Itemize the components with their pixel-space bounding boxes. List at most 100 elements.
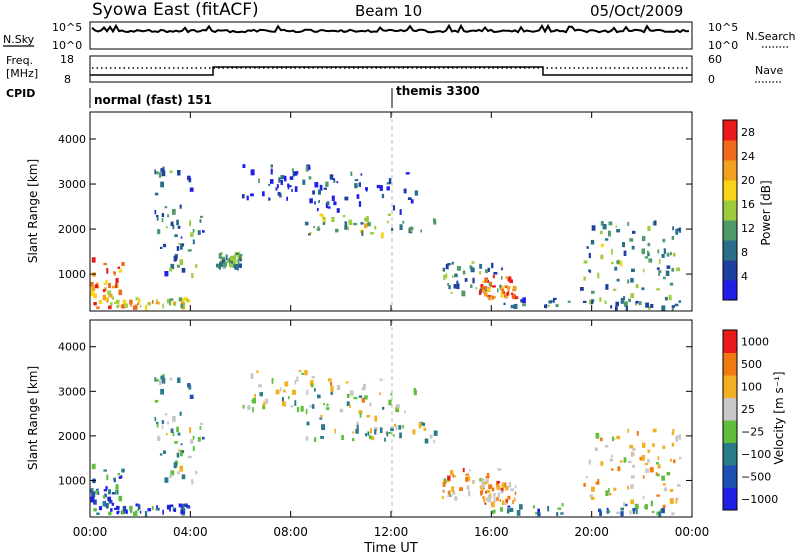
power-cell: [316, 228, 321, 231]
velocity-cell: [489, 493, 492, 500]
power-cell: [645, 302, 649, 308]
power-cell: [322, 215, 325, 220]
power-cell: [344, 196, 349, 201]
velocity-cell: [132, 511, 137, 516]
power-cell: [308, 176, 312, 180]
velocity-cell: [325, 407, 330, 410]
velocity-cell: [355, 429, 359, 434]
power-cell: [318, 189, 321, 195]
power-cell: [95, 284, 98, 289]
velocity-cell: [165, 432, 168, 436]
velocity-cell: [108, 499, 113, 504]
velocity-cell: [102, 495, 106, 499]
power-cell: [276, 184, 279, 189]
power-cell: [103, 263, 107, 266]
power-cell: [488, 288, 491, 292]
velocity-cell: [465, 473, 469, 476]
power-cell: [158, 172, 162, 178]
velocity-cell: [110, 508, 113, 512]
power-cell: [493, 272, 498, 275]
velocity-cell: [155, 507, 160, 511]
velocity-cell: [645, 468, 649, 473]
velocity-cell: [537, 508, 540, 513]
velocity-cell: [610, 454, 613, 458]
power-cell: [147, 302, 151, 306]
power-cell: [228, 257, 231, 262]
power-cell: [108, 305, 112, 310]
velocity-cell: [311, 383, 314, 388]
velocity-cell: [630, 499, 635, 505]
velocity-cell: [137, 504, 141, 510]
velocity-cell: [583, 482, 586, 487]
power-panel: 1000 2000 3000 4000 Slant Range [km] 4 8 12 16…: [26, 111, 773, 312]
power-cell: [482, 280, 485, 283]
power-cell: [169, 298, 174, 301]
power-cell: [93, 302, 97, 306]
power-cell: [613, 288, 617, 291]
power-cell: [409, 226, 414, 231]
velocity-cell: [636, 508, 638, 515]
power-cell: [238, 256, 242, 261]
velocity-ytick-label: 2000: [58, 430, 86, 443]
power-cell: [199, 219, 202, 223]
velocity-cell: [452, 473, 455, 478]
velocity-cell: [367, 431, 370, 436]
power-cell: [615, 306, 618, 311]
nsky-label: N.Sky: [3, 33, 35, 46]
velocity-cell: [366, 415, 370, 418]
velocity-cell: [673, 459, 676, 464]
power-cell: [671, 268, 675, 272]
power-cell: [329, 174, 333, 180]
power-cell: [631, 245, 635, 250]
velocity-cell: [630, 484, 634, 489]
power-cell: [544, 304, 547, 309]
velocity-cell: [356, 421, 359, 425]
power-cell: [616, 229, 621, 233]
power-cell: [262, 191, 265, 197]
velocity-cell: [483, 497, 486, 502]
power-cell: [670, 251, 672, 256]
power-cell: [360, 222, 364, 225]
power-cell: [588, 252, 591, 259]
power-cell: [322, 219, 326, 222]
power-cell: [552, 297, 555, 303]
velocity-cell: [115, 505, 120, 510]
power-cell: [137, 302, 140, 305]
velocity-cell: [656, 494, 660, 497]
power-cell: [151, 299, 154, 304]
velocity-cell: [309, 380, 314, 386]
velocity-cell: [181, 474, 186, 480]
velocity-cell: [319, 417, 323, 420]
velocity-cell: [507, 495, 511, 500]
power-cell: [333, 179, 336, 183]
velocity-cell: [111, 502, 115, 506]
power-cell: [319, 184, 323, 191]
power-cell: [237, 264, 239, 271]
velocity-cell: [178, 503, 182, 508]
power-cell: [129, 299, 133, 305]
velocity-cell: [623, 502, 626, 507]
power-cell: [313, 226, 316, 229]
velocity-cell: [172, 416, 176, 422]
time-tick-label: 00:00: [675, 525, 710, 539]
velocity-cell: [623, 457, 627, 463]
velocity-cell: [490, 501, 495, 508]
power-cell: [280, 175, 285, 179]
velocity-cell: [300, 405, 304, 412]
power-cell: [599, 297, 602, 302]
power-cell: [392, 205, 395, 211]
power-cell: [650, 304, 654, 308]
power-cell: [118, 289, 123, 296]
velocity-cell: [393, 433, 395, 437]
power-cell: [380, 232, 384, 239]
velocity-cell: [305, 408, 308, 415]
velocity-cell: [454, 475, 456, 478]
velocity-cell: [179, 452, 183, 457]
power-cell: [514, 296, 519, 300]
power-cell: [111, 296, 115, 300]
velocity-colorbar-swatch: [723, 375, 737, 398]
power-cell: [504, 293, 508, 299]
velocity-cell: [96, 512, 100, 515]
nsearch-label: N.Search: [746, 30, 796, 43]
velocity-cell: [321, 424, 326, 431]
